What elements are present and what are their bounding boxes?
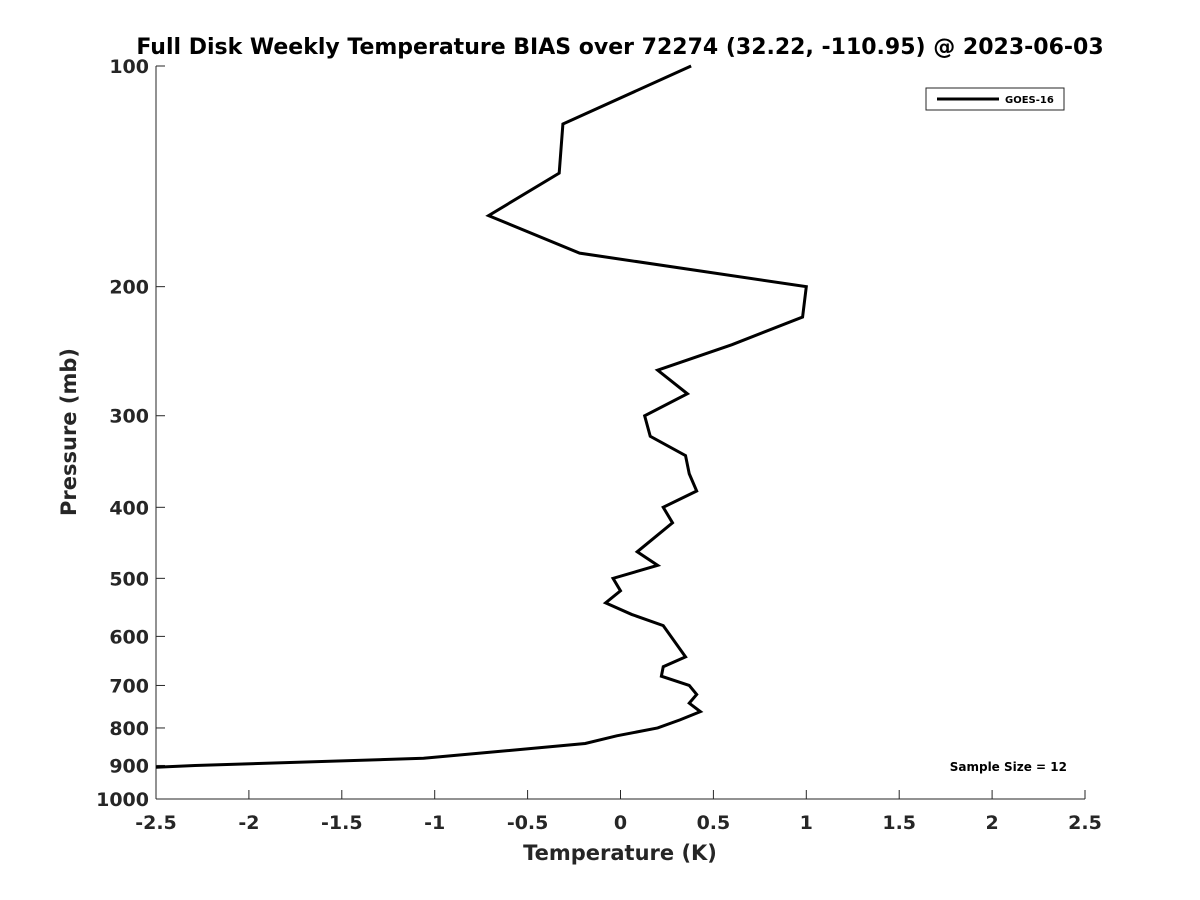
x-tick-label: -2 bbox=[238, 812, 259, 834]
y-tick-label: 500 bbox=[109, 568, 149, 590]
series-line-goes-16 bbox=[155, 64, 808, 769]
x-tick-label: 2.5 bbox=[1068, 812, 1102, 834]
y-tick-label: 1000 bbox=[96, 789, 149, 811]
y-tick-label: 700 bbox=[109, 675, 149, 697]
y-tick-label: 200 bbox=[109, 277, 149, 299]
x-tick-label: -0.5 bbox=[507, 812, 549, 834]
chart-title: Full Disk Weekly Temperature BIAS over 7… bbox=[136, 35, 1103, 60]
y-axis-label: Pressure (mb) bbox=[57, 348, 81, 516]
x-tick-label: -1 bbox=[424, 812, 445, 834]
x-tick-label: 0 bbox=[614, 812, 627, 834]
y-tick-label: 900 bbox=[109, 755, 149, 777]
y-tick-label: 800 bbox=[109, 718, 149, 740]
plot-area bbox=[155, 66, 1085, 800]
y-tick-label: 600 bbox=[109, 626, 149, 648]
x-axis-label: Temperature (K) bbox=[523, 841, 717, 865]
x-tick-label: 1 bbox=[800, 812, 813, 834]
legend: GOES-16 bbox=[925, 87, 1065, 111]
x-tick-label: 0.5 bbox=[697, 812, 731, 834]
y-tick-label: 300 bbox=[109, 406, 149, 428]
x-tick-label: -2.5 bbox=[135, 812, 177, 834]
legend-label: GOES-16 bbox=[1005, 95, 1054, 106]
y-tick-label: 400 bbox=[109, 497, 149, 519]
y-tick-label: 100 bbox=[109, 56, 149, 78]
sample-size-annotation: Sample Size = 12 bbox=[950, 760, 1067, 774]
x-tick-label: 2 bbox=[985, 812, 998, 834]
x-tick-label: 1.5 bbox=[882, 812, 916, 834]
x-tick-label: -1.5 bbox=[321, 812, 363, 834]
